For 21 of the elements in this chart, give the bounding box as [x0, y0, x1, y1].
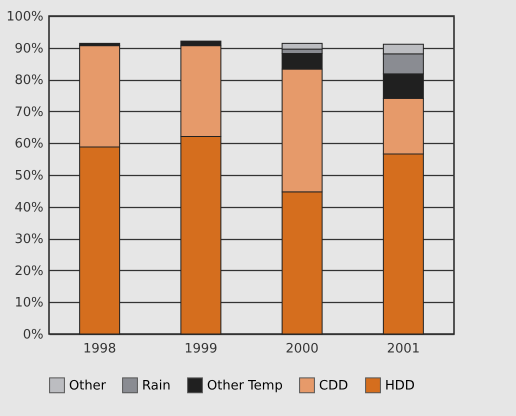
y-tick-label: 70%: [14, 104, 44, 120]
y-tick-label: 50%: [14, 168, 44, 184]
x-tick-label: 1999: [184, 342, 218, 356]
y-tick-label: 20%: [14, 264, 44, 279]
y-tick-label: 90%: [14, 41, 44, 56]
y-tick-label: 60%: [14, 136, 44, 152]
y-tick-label: 40%: [14, 200, 44, 216]
legend-label: HDD: [385, 378, 415, 394]
y-tick-label: 10%: [14, 296, 44, 311]
y-tick-label: 0%: [22, 328, 44, 342]
y-tick-label: 100%: [6, 10, 44, 24]
bar: [282, 42, 323, 50]
x-tick-label: 1998: [83, 342, 116, 356]
x-tick-label: 2000: [286, 342, 319, 356]
legend-label: CDD: [319, 378, 348, 394]
legend-label: Rain: [142, 378, 171, 394]
legend-label: Other: [69, 378, 107, 394]
y-tick-label: 30%: [14, 232, 44, 248]
x-tick-label: 2001: [386, 342, 420, 356]
y-tick-label: 80%: [14, 73, 44, 88]
legend-label: Other Temp: [207, 378, 283, 394]
